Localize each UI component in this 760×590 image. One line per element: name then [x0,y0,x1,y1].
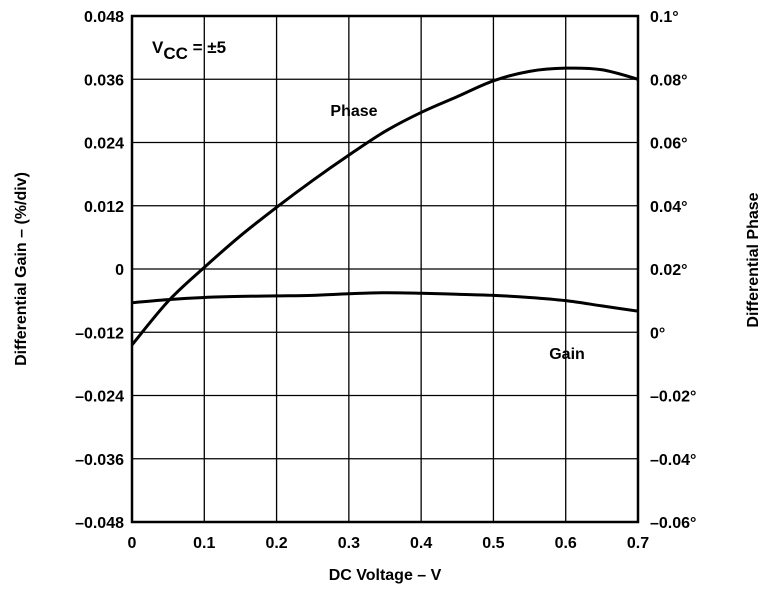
x-tick-label: 0 [128,535,137,552]
y-left-tick-label: –0.024 [75,389,124,406]
y-right-axis-label: Differential Phase [745,192,760,327]
y-left-axis-label: Differential Gain – (%/div) [13,172,30,366]
vcc-annotation: VCC = ±5 [152,38,226,63]
vcc-annotation-subscript: CC [163,44,188,63]
y-right-tick-label: 0.1° [650,9,679,26]
y-left-tick-label: –0.048 [75,515,124,532]
x-axis-label: DC Voltage – V [329,567,442,584]
y-right-tick-label: 0.08° [650,72,688,89]
vcc-annotation-suffix: = ±5 [188,38,226,57]
y-left-tick-label: 0.036 [84,72,124,89]
x-tick-label: 0.7 [627,535,649,552]
y-right-tick-label: 0.06° [650,136,688,153]
y-right-tick-label: –0.02° [650,389,696,406]
y-left-tick-label: 0.048 [84,9,124,26]
x-tick-label: 0.6 [555,535,577,552]
vcc-annotation-prefix: V [152,38,164,57]
y-right-tick-label: –0.06° [650,515,696,532]
y-left-tick-label: 0.024 [84,136,124,153]
y-right-tick-label: 0.04° [650,199,688,216]
y-right-tick-label: –0.04° [650,452,696,469]
y-left-tick-label: –0.012 [75,325,124,342]
x-tick-label: 0.5 [482,535,504,552]
phase-curve-label: Phase [330,103,377,120]
x-tick-labels: 0 0.1 0.2 0.3 0.4 0.5 0.6 0.7 [128,535,650,552]
gain-curve-label: Gain [549,346,585,363]
y-right-tick-label: 0° [650,325,665,342]
y-left-tick-label: 0 [115,262,124,279]
x-tick-label: 0.2 [265,535,287,552]
y-right-tick-label: 0.02° [650,262,688,279]
plot-frame [130,14,640,524]
y-left-tick-labels: 0.048 0.036 0.024 0.012 0 –0.012 –0.024 –0.036 –… [75,9,124,532]
x-tick-label: 0.3 [338,535,360,552]
series-line-gain [131,291,639,313]
y-left-tick-label: –0.036 [75,452,124,469]
x-tick-label: 0.1 [193,535,215,552]
grid-lines [132,16,638,522]
series-line-phase [130,66,639,346]
x-tick-label: 0.4 [410,535,432,552]
y-left-tick-label: 0.012 [84,199,124,216]
y-right-tick-labels: 0.1° 0.08° 0.06° 0.04° 0.02° 0° –0.02° –0.04° –0… [650,9,696,532]
